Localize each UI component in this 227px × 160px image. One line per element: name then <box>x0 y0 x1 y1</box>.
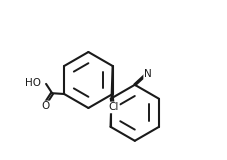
Text: O: O <box>41 101 49 112</box>
Text: HO: HO <box>25 78 41 88</box>
Text: N: N <box>143 69 151 79</box>
Text: Cl: Cl <box>108 102 118 112</box>
